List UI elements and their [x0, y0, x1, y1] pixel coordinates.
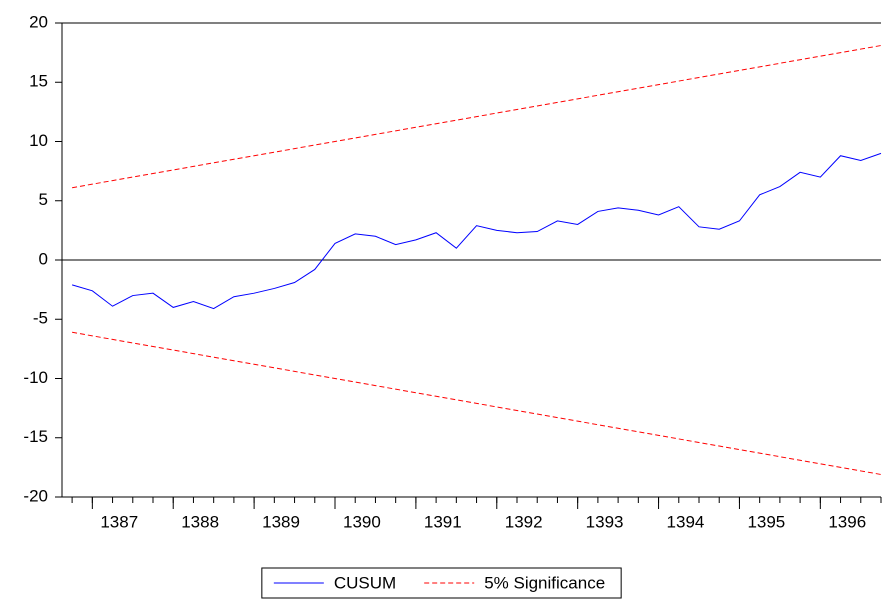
x-tick-label: 1395 — [747, 512, 785, 531]
legend-label: 5% Significance — [484, 573, 605, 592]
series-line — [72, 46, 881, 188]
chart: 20 15 10 5 0 -5 -10 -15 -20 1387 1388 1389 1390 1391 1… — [0, 0, 883, 600]
legend-label: CUSUM — [334, 573, 396, 592]
y-tick-label: 15 — [29, 72, 48, 91]
x-tick-label: 1394 — [667, 512, 705, 531]
page: {"chart_data": {"type": "line", "x": [13… — [0, 0, 883, 600]
x-tick-label: 1392 — [505, 512, 543, 531]
y-tick-label: 0 — [39, 249, 48, 268]
x-tick-label: 1393 — [586, 512, 624, 531]
x-tick-label: 1396 — [828, 512, 866, 531]
series-line — [72, 153, 881, 308]
x-tick-label: 1389 — [262, 512, 300, 531]
legend: CUSUM 5% Significance — [262, 568, 621, 598]
y-tick-label: -10 — [23, 368, 48, 387]
y-tick-label: -5 — [33, 309, 48, 328]
y-tick-label: -20 — [23, 486, 48, 505]
x-tick-label: 1388 — [181, 512, 219, 531]
y-tick-label: 20 — [29, 12, 48, 31]
x-tick-label: 1391 — [424, 512, 462, 531]
y-tick-label: 10 — [29, 131, 48, 150]
x-tick-label: 1390 — [343, 512, 381, 531]
y-tick-label: 5 — [39, 190, 48, 209]
series-line — [72, 332, 881, 474]
y-tick-label: -15 — [23, 427, 48, 446]
x-tick-label: 1387 — [100, 512, 138, 531]
